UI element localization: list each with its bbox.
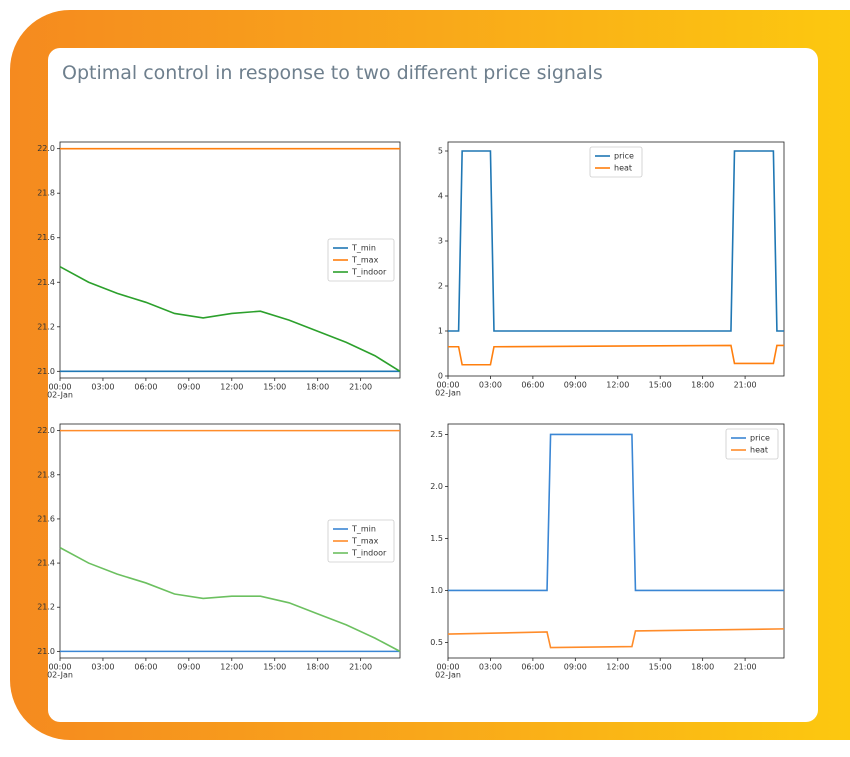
- series-line: [59, 546, 401, 653]
- legend-label: heat: [614, 164, 632, 173]
- x-tick-label: 15:00: [649, 663, 672, 672]
- x-tick-label: 06:00: [521, 663, 544, 672]
- x-tick-label: 15:00: [263, 383, 286, 392]
- x-tick-label: 09:00: [564, 381, 587, 390]
- y-tick-label: 21.2: [37, 603, 55, 612]
- page-title: Optimal control in response to two diffe…: [62, 62, 603, 84]
- x-date-label: 02-Jan: [435, 671, 461, 680]
- x-tick-label: 03:00: [479, 663, 502, 672]
- y-tick-label: 21.6: [37, 514, 55, 523]
- x-tick-label: 06:00: [134, 663, 157, 672]
- x-tick-label: 06:00: [134, 383, 157, 392]
- series-line: [447, 628, 785, 649]
- x-tick-label: 00:00: [48, 383, 71, 392]
- y-tick-label: 4: [438, 192, 443, 201]
- y-tick-label: 2.0: [430, 482, 443, 491]
- x-tick-label: 18:00: [306, 383, 329, 392]
- legend: [327, 238, 395, 282]
- y-tick-label: 21.0: [37, 647, 55, 656]
- series-line: [448, 344, 784, 366]
- y-tick-label: 21.0: [37, 367, 55, 376]
- plot-area: [447, 423, 785, 659]
- x-tick-label: 18:00: [306, 663, 329, 672]
- series-line: [59, 265, 401, 373]
- y-tick-label: 21.4: [37, 278, 55, 287]
- y-tick-label: 2: [438, 282, 443, 291]
- y-tick-label: 21.2: [37, 322, 55, 331]
- legend-label: heat: [750, 446, 768, 455]
- x-tick-label: 12:00: [606, 663, 629, 672]
- x-tick-label: 15:00: [263, 663, 286, 672]
- x-tick-label: 21:00: [734, 663, 757, 672]
- x-date-label: 02-Jan: [47, 391, 73, 400]
- x-tick-label: 12:00: [606, 381, 629, 390]
- y-tick-label: 0: [438, 372, 443, 381]
- legend-label: T_max: [351, 537, 379, 546]
- series-line: [448, 433, 784, 592]
- legend-label: T_indoor: [351, 268, 387, 277]
- x-tick-label: 18:00: [691, 663, 714, 672]
- y-tick-label: 1.5: [430, 534, 443, 543]
- panel: [48, 48, 818, 722]
- legend: [725, 428, 779, 460]
- x-tick-label: 15:00: [649, 381, 672, 390]
- y-tick-label: 5: [438, 147, 443, 156]
- x-tick-label: 03:00: [479, 381, 502, 390]
- y-tick-label: 22.0: [37, 426, 55, 435]
- y-tick-label: 22.0: [37, 144, 55, 153]
- x-date-label: 02-Jan: [47, 671, 73, 680]
- x-tick-label: 00:00: [436, 663, 459, 672]
- x-date-label: 02-Jan: [435, 389, 461, 398]
- legend-label: T_min: [351, 244, 376, 253]
- x-tick-label: 21:00: [349, 383, 372, 392]
- x-tick-label: 03:00: [91, 383, 114, 392]
- y-tick-label: 21.8: [37, 189, 55, 198]
- legend-label: T_indoor: [351, 549, 387, 558]
- y-tick-label: 2.5: [430, 430, 443, 439]
- plot-area: [59, 423, 401, 659]
- legend-label: T_max: [351, 256, 379, 265]
- x-tick-label: 09:00: [177, 663, 200, 672]
- x-tick-label: 03:00: [91, 663, 114, 672]
- y-tick-label: 1.0: [430, 586, 443, 595]
- series-line: [448, 150, 784, 332]
- x-tick-label: 12:00: [220, 663, 243, 672]
- y-tick-label: 21.8: [37, 470, 55, 479]
- x-tick-label: 09:00: [564, 663, 587, 672]
- x-tick-label: 00:00: [436, 381, 459, 390]
- plot-area: [59, 141, 401, 379]
- y-tick-label: 0.5: [430, 638, 443, 647]
- legend-label: price: [614, 152, 634, 161]
- y-tick-label: 3: [438, 237, 443, 246]
- x-tick-label: 09:00: [177, 383, 200, 392]
- legend: [589, 146, 643, 178]
- legend-label: T_min: [351, 525, 376, 534]
- x-tick-label: 12:00: [220, 383, 243, 392]
- plot-area: [447, 141, 785, 377]
- y-tick-label: 1: [438, 327, 443, 336]
- legend-label: price: [750, 434, 770, 443]
- x-tick-label: 21:00: [734, 381, 757, 390]
- y-tick-label: 21.4: [37, 559, 55, 568]
- x-tick-label: 06:00: [521, 381, 544, 390]
- legend: [327, 519, 395, 563]
- x-tick-label: 21:00: [349, 663, 372, 672]
- y-tick-label: 21.6: [37, 233, 55, 242]
- x-tick-label: 18:00: [691, 381, 714, 390]
- x-tick-label: 00:00: [48, 663, 71, 672]
